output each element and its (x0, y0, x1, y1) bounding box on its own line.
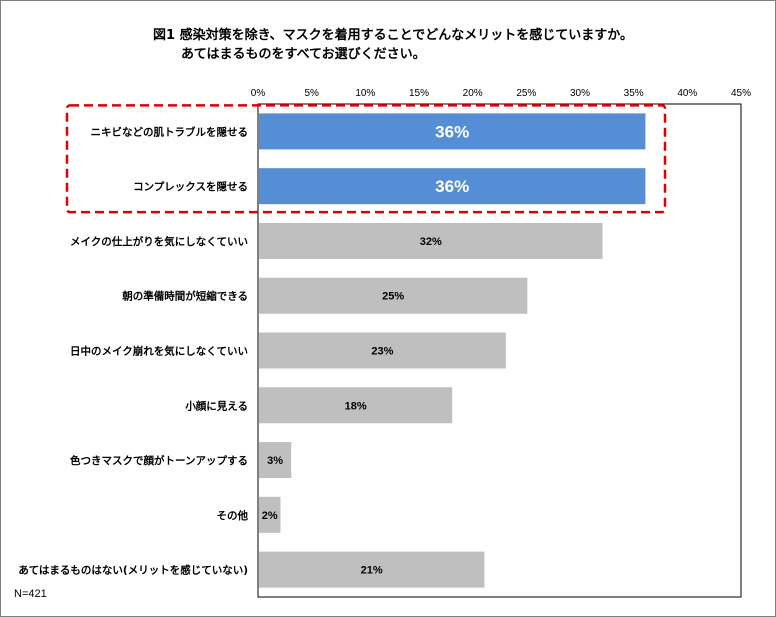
bar-value-label: 36% (435, 177, 469, 196)
bar-value-label: 25% (382, 291, 404, 303)
sample-size-note: N=421 (14, 588, 47, 600)
bar (259, 332, 506, 369)
bar-value-label: 21% (361, 565, 383, 577)
x-tick-label: 0% (251, 88, 266, 99)
x-tick-label: 10% (355, 88, 375, 99)
chart-title: 図1 感染対策を除き、マスクを着用することでどんなメリットを感じていますか。 あ… (153, 26, 633, 64)
bar-value-label: 23% (371, 346, 393, 358)
x-tick-label: 5% (304, 88, 319, 99)
bar (259, 551, 485, 588)
x-tick-label: 20% (463, 88, 483, 99)
category-label: その他 (217, 509, 249, 522)
chart-title-line1: 図1 感染対策を除き、マスクを着用することでどんなメリットを感じていますか。 (153, 28, 634, 43)
bar (259, 168, 646, 205)
x-tick-label: 25% (516, 88, 536, 99)
bar (259, 277, 528, 314)
category-label: 色つきマスクで顔がトーンアップする (70, 454, 248, 467)
x-tick-label: 45% (731, 88, 751, 99)
category-label: コンプレックスを隠せる (133, 180, 248, 193)
x-tick-label: 30% (570, 88, 590, 99)
bar-value-label: 32% (420, 236, 442, 248)
highlight-box (65, 104, 667, 214)
bar-value-label: 3% (267, 455, 283, 467)
x-tick-label: 15% (409, 88, 429, 99)
bar (259, 222, 603, 259)
category-label: 日中のメイク崩れを気にしなくていい (70, 345, 248, 358)
category-label: 小顔に見える (184, 399, 248, 412)
plot-area (257, 103, 742, 598)
chart-title-line2: あてはまるものをすべてお選びください。 (181, 47, 426, 62)
bar (259, 387, 453, 424)
x-tick-label: 40% (677, 88, 697, 99)
category-label: あてはまるものはない(メリットを感じていない) (18, 564, 248, 577)
bar-value-label: 36% (435, 122, 469, 141)
category-label: ニキビなどの肌トラブルを隠せる (91, 125, 249, 138)
bar (259, 496, 281, 533)
bar-value-label: 18% (345, 400, 367, 412)
x-tick-label: 35% (624, 88, 644, 99)
bar (259, 113, 646, 150)
bar-value-label: 2% (262, 510, 278, 522)
category-label: メイクの仕上がりを気にしなくていい (70, 235, 248, 248)
bar (259, 442, 292, 479)
category-label: 朝の準備時間が短縮できる (122, 290, 248, 303)
